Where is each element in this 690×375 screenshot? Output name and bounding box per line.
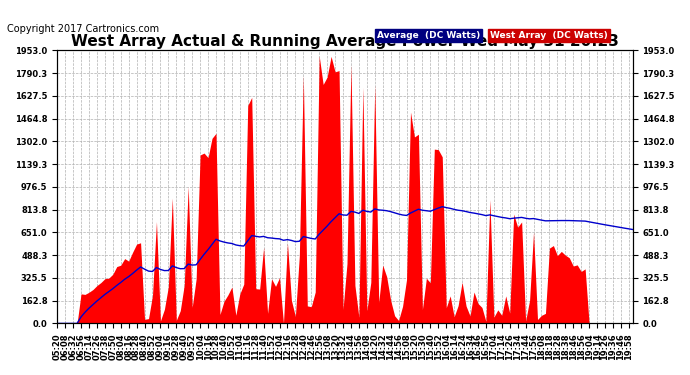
Text: Copyright 2017 Cartronics.com: Copyright 2017 Cartronics.com bbox=[7, 24, 159, 34]
Text: Average  (DC Watts): Average (DC Watts) bbox=[377, 31, 480, 40]
Text: West Array  (DC Watts): West Array (DC Watts) bbox=[491, 31, 608, 40]
Title: West Array Actual & Running Average Power Wed May 31 20:23: West Array Actual & Running Average Powe… bbox=[71, 34, 619, 49]
